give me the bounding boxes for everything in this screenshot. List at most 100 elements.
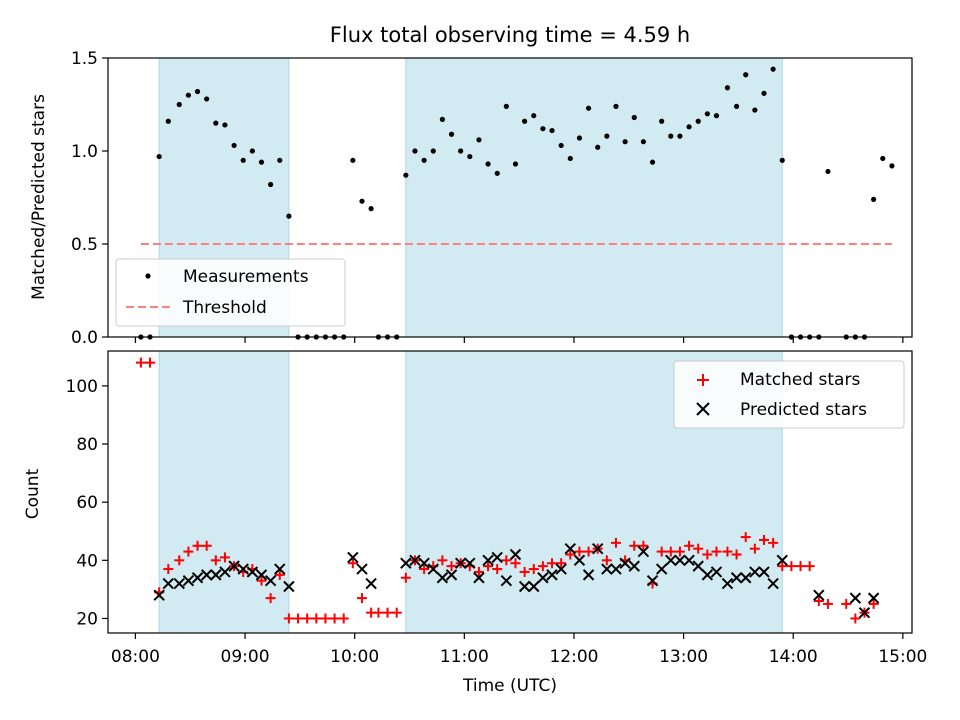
measurement-point [761, 90, 767, 96]
predicted-star-point [427, 563, 439, 575]
matched-star-point [265, 593, 276, 604]
predicted-star-point [813, 589, 825, 601]
measurement-point [631, 114, 637, 121]
measurement-point [613, 103, 619, 109]
predicted-star-point [582, 569, 595, 581]
predicted-star-point [436, 572, 449, 584]
series-matched-stars [135, 357, 879, 624]
predicted-star-point [674, 554, 686, 567]
measurement-point [585, 105, 592, 111]
measurement-point [476, 137, 482, 143]
matched-star-point [135, 357, 146, 368]
measurement-point [770, 66, 776, 72]
matched-star-point [192, 540, 203, 551]
predicted-star-point [546, 569, 558, 581]
measurement-point [540, 126, 546, 132]
measurement-point [359, 198, 365, 204]
measurement-point [576, 135, 583, 141]
measurement-point [522, 118, 528, 124]
matched-star-point [329, 613, 340, 624]
top-panel: 0.0 0.5 1.0 1.5 Matched/Predicted stars Mea… [29, 49, 913, 348]
matched-star-point [519, 566, 530, 577]
bottom-panel: 20 40 60 80 100 08:00 09:00 10:00 11:00 12:00 13:0… [23, 350, 927, 696]
predicted-star-point [219, 566, 231, 578]
measurement-point [268, 181, 274, 188]
predicted-star-point [849, 592, 862, 604]
predicted-star-point [237, 563, 249, 575]
bottom-y-tick-label: 60 [76, 493, 98, 513]
predicted-star-point [409, 554, 421, 567]
matched-star-point [145, 357, 156, 368]
predicted-star-point [655, 563, 668, 575]
measurement-point [249, 148, 255, 154]
matched-star-point [722, 546, 733, 557]
matched-star-point [210, 555, 221, 566]
predicted-star-point [246, 566, 259, 578]
measurement-point [567, 155, 573, 162]
predicted-star-point [637, 545, 650, 558]
measurement-point [176, 101, 182, 108]
matched-star-point [219, 552, 230, 563]
matched-star-point [841, 598, 852, 609]
matched-star-point [320, 613, 331, 624]
matched-star-point [283, 613, 294, 624]
matched-star-point [537, 561, 548, 572]
matched-star-point [711, 546, 722, 557]
predicted-star-point [740, 572, 752, 584]
predicted-star-point [628, 560, 640, 572]
predicted-star-point [347, 551, 359, 564]
matched-star-point [674, 546, 685, 557]
matched-star-point [437, 555, 448, 566]
predicted-star-point [528, 580, 540, 593]
measurement-point [412, 148, 418, 154]
measurement-point [752, 107, 758, 113]
matched-star-point [656, 546, 667, 557]
predicted-star-point [274, 563, 286, 575]
predicted-star-point [749, 566, 761, 578]
matched-star-point [356, 593, 367, 604]
matched-star-point [740, 532, 751, 543]
measurement-point [185, 92, 191, 98]
measurement-point [549, 127, 555, 134]
legend-predicted-marker [696, 402, 710, 416]
measurement-point [743, 72, 749, 78]
measurement-point [686, 124, 692, 130]
top-y-tick-label: 1.5 [71, 49, 98, 69]
matched-star-point [473, 566, 484, 577]
matched-star-point [382, 607, 393, 618]
matched-star-point [574, 546, 585, 557]
matched-star-point [163, 564, 174, 575]
measurement-point [403, 172, 409, 178]
chart-title: Flux total observing time = 4.59 h [330, 23, 690, 47]
predicted-star-point [867, 592, 880, 604]
measurement-point [659, 118, 665, 124]
predicted-star-point [858, 606, 871, 619]
bottom-legend: Matched stars Predicted stars [673, 360, 905, 429]
matched-star-point [850, 613, 861, 624]
legend-measurements-label: Measurements [183, 267, 309, 287]
measurement-point [880, 155, 886, 162]
matched-star-point [391, 607, 402, 618]
legend-predicted-label: Predicted stars [740, 400, 867, 420]
measurement-point [286, 213, 292, 219]
top-axes-frame [107, 57, 913, 338]
predicted-star-point [721, 577, 734, 590]
predicted-star-point [153, 589, 165, 601]
measurement-point [231, 142, 237, 149]
predicted-star-point [767, 577, 779, 590]
matched-star-point [702, 549, 713, 560]
matched-star-point [400, 572, 411, 583]
predicted-star-point [255, 569, 268, 581]
measurement-point [733, 103, 740, 109]
matched-star-point [183, 546, 194, 557]
measurement-point [622, 139, 628, 145]
measurement-point [503, 103, 509, 109]
bottom-y-tick-label: 20 [76, 609, 98, 629]
matched-star-point [629, 540, 640, 551]
predicted-star-point [445, 569, 458, 581]
matched-star-point [293, 613, 304, 624]
matched-star-point [565, 549, 576, 560]
predicted-star-point [692, 560, 704, 572]
measurement-point [458, 148, 464, 154]
matched-star-point [583, 546, 594, 557]
